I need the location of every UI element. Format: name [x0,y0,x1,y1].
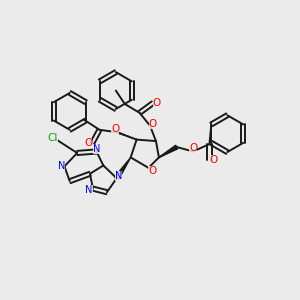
Text: Cl: Cl [48,134,58,143]
Text: O: O [209,155,218,165]
Text: N: N [93,144,100,154]
Text: O: O [189,142,197,153]
Polygon shape [159,145,178,158]
Polygon shape [115,158,131,180]
Text: O: O [153,98,161,108]
Text: O: O [149,119,157,129]
Text: O: O [148,166,157,176]
Text: O: O [111,124,119,134]
Text: N: N [85,185,93,195]
Text: O: O [84,139,92,148]
Text: N: N [58,161,65,171]
Text: N: N [115,171,122,181]
